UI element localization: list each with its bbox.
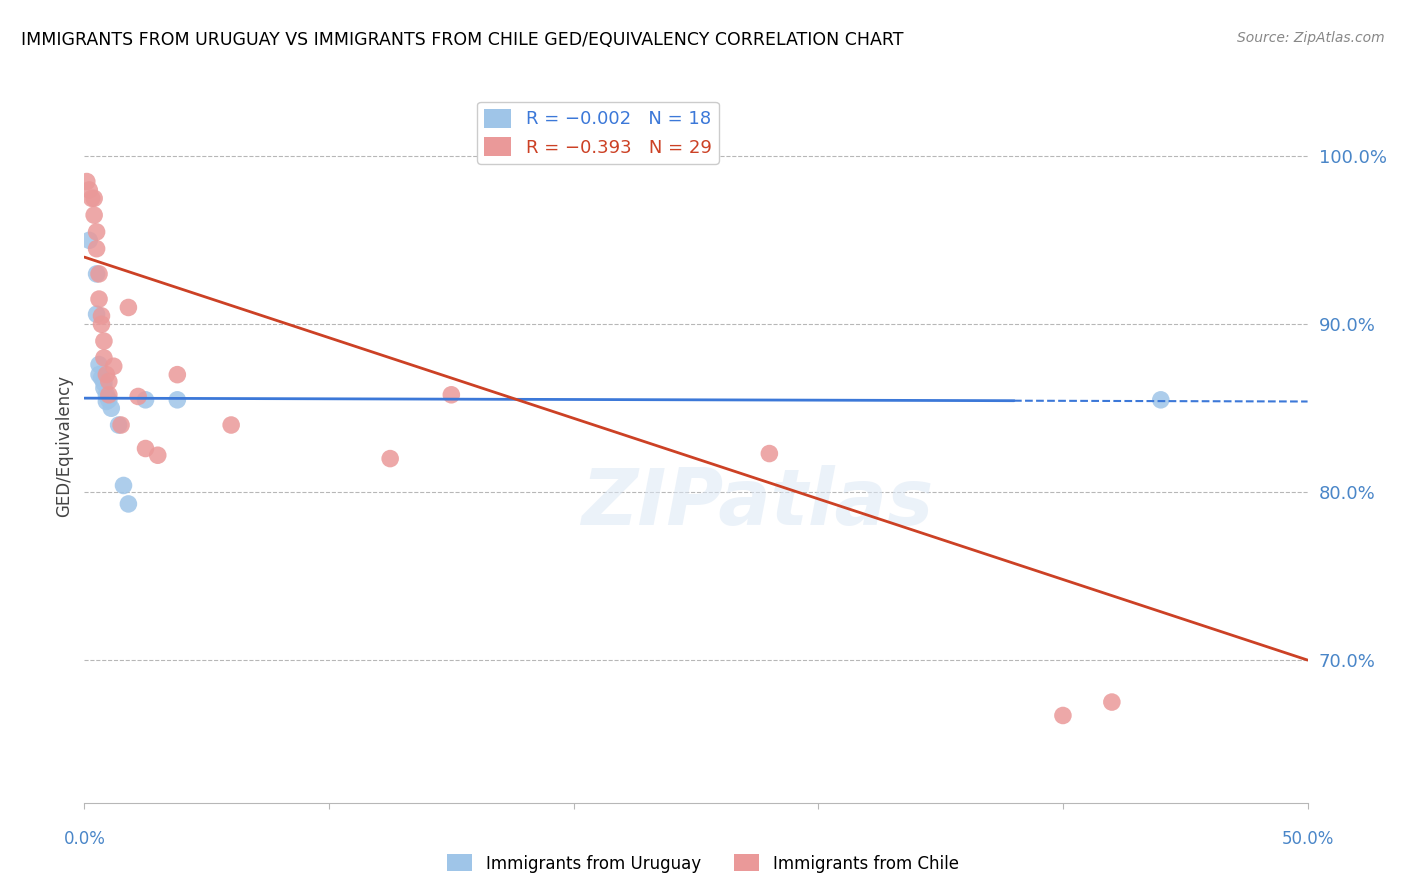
Point: [83, 208, 105, 222]
Point: [97, 392, 120, 407]
Point: [135, 442, 157, 456]
Point: [83, 191, 105, 205]
Point: [112, 478, 135, 492]
Legend: R = −0.002   N = 18, R = −0.393   N = 29: R = −0.002 N = 18, R = −0.393 N = 29: [477, 102, 718, 164]
Point: [86, 225, 108, 239]
Point: [90, 371, 112, 385]
Point: [86, 307, 108, 321]
Point: [80, 191, 103, 205]
Text: ZIPatlas: ZIPatlas: [581, 465, 934, 541]
Point: [103, 359, 125, 374]
Text: 0.0%: 0.0%: [63, 830, 105, 847]
Point: [87, 358, 110, 372]
Point: [219, 417, 242, 432]
Point: [90, 309, 112, 323]
Point: [107, 417, 129, 432]
Point: [166, 392, 188, 407]
Point: [93, 381, 115, 395]
Point: [1052, 708, 1074, 723]
Point: [86, 267, 108, 281]
Point: [96, 368, 118, 382]
Point: [76, 175, 98, 189]
Point: [440, 388, 463, 402]
Point: [117, 497, 139, 511]
Text: IMMIGRANTS FROM URUGUAY VS IMMIGRANTS FROM CHILE GED/EQUIVALENCY CORRELATION CHA: IMMIGRANTS FROM URUGUAY VS IMMIGRANTS FR…: [21, 31, 904, 49]
Point: [380, 451, 402, 466]
Point: [77, 183, 100, 197]
Legend: Immigrants from Uruguay, Immigrants from Chile: Immigrants from Uruguay, Immigrants from…: [440, 847, 966, 880]
Point: [97, 375, 120, 389]
Point: [93, 376, 115, 390]
Point: [96, 388, 118, 402]
Point: [1101, 695, 1123, 709]
Point: [87, 292, 110, 306]
Point: [146, 448, 169, 462]
Point: [90, 318, 112, 332]
Point: [86, 242, 108, 256]
Point: [1150, 392, 1173, 407]
Point: [93, 334, 115, 348]
Point: [135, 392, 157, 407]
Point: [97, 388, 120, 402]
Text: Source: ZipAtlas.com: Source: ZipAtlas.com: [1237, 31, 1385, 45]
Point: [87, 368, 110, 382]
Point: [110, 417, 132, 432]
Point: [93, 351, 115, 365]
Point: [100, 401, 122, 416]
Point: [117, 301, 139, 315]
Point: [96, 394, 118, 409]
Point: [166, 368, 188, 382]
Point: [758, 446, 780, 460]
Point: [77, 233, 100, 247]
Point: [127, 389, 149, 403]
Point: [87, 267, 110, 281]
Text: 50.0%: 50.0%: [1281, 830, 1334, 847]
Y-axis label: GED/Equivalency: GED/Equivalency: [55, 375, 73, 517]
